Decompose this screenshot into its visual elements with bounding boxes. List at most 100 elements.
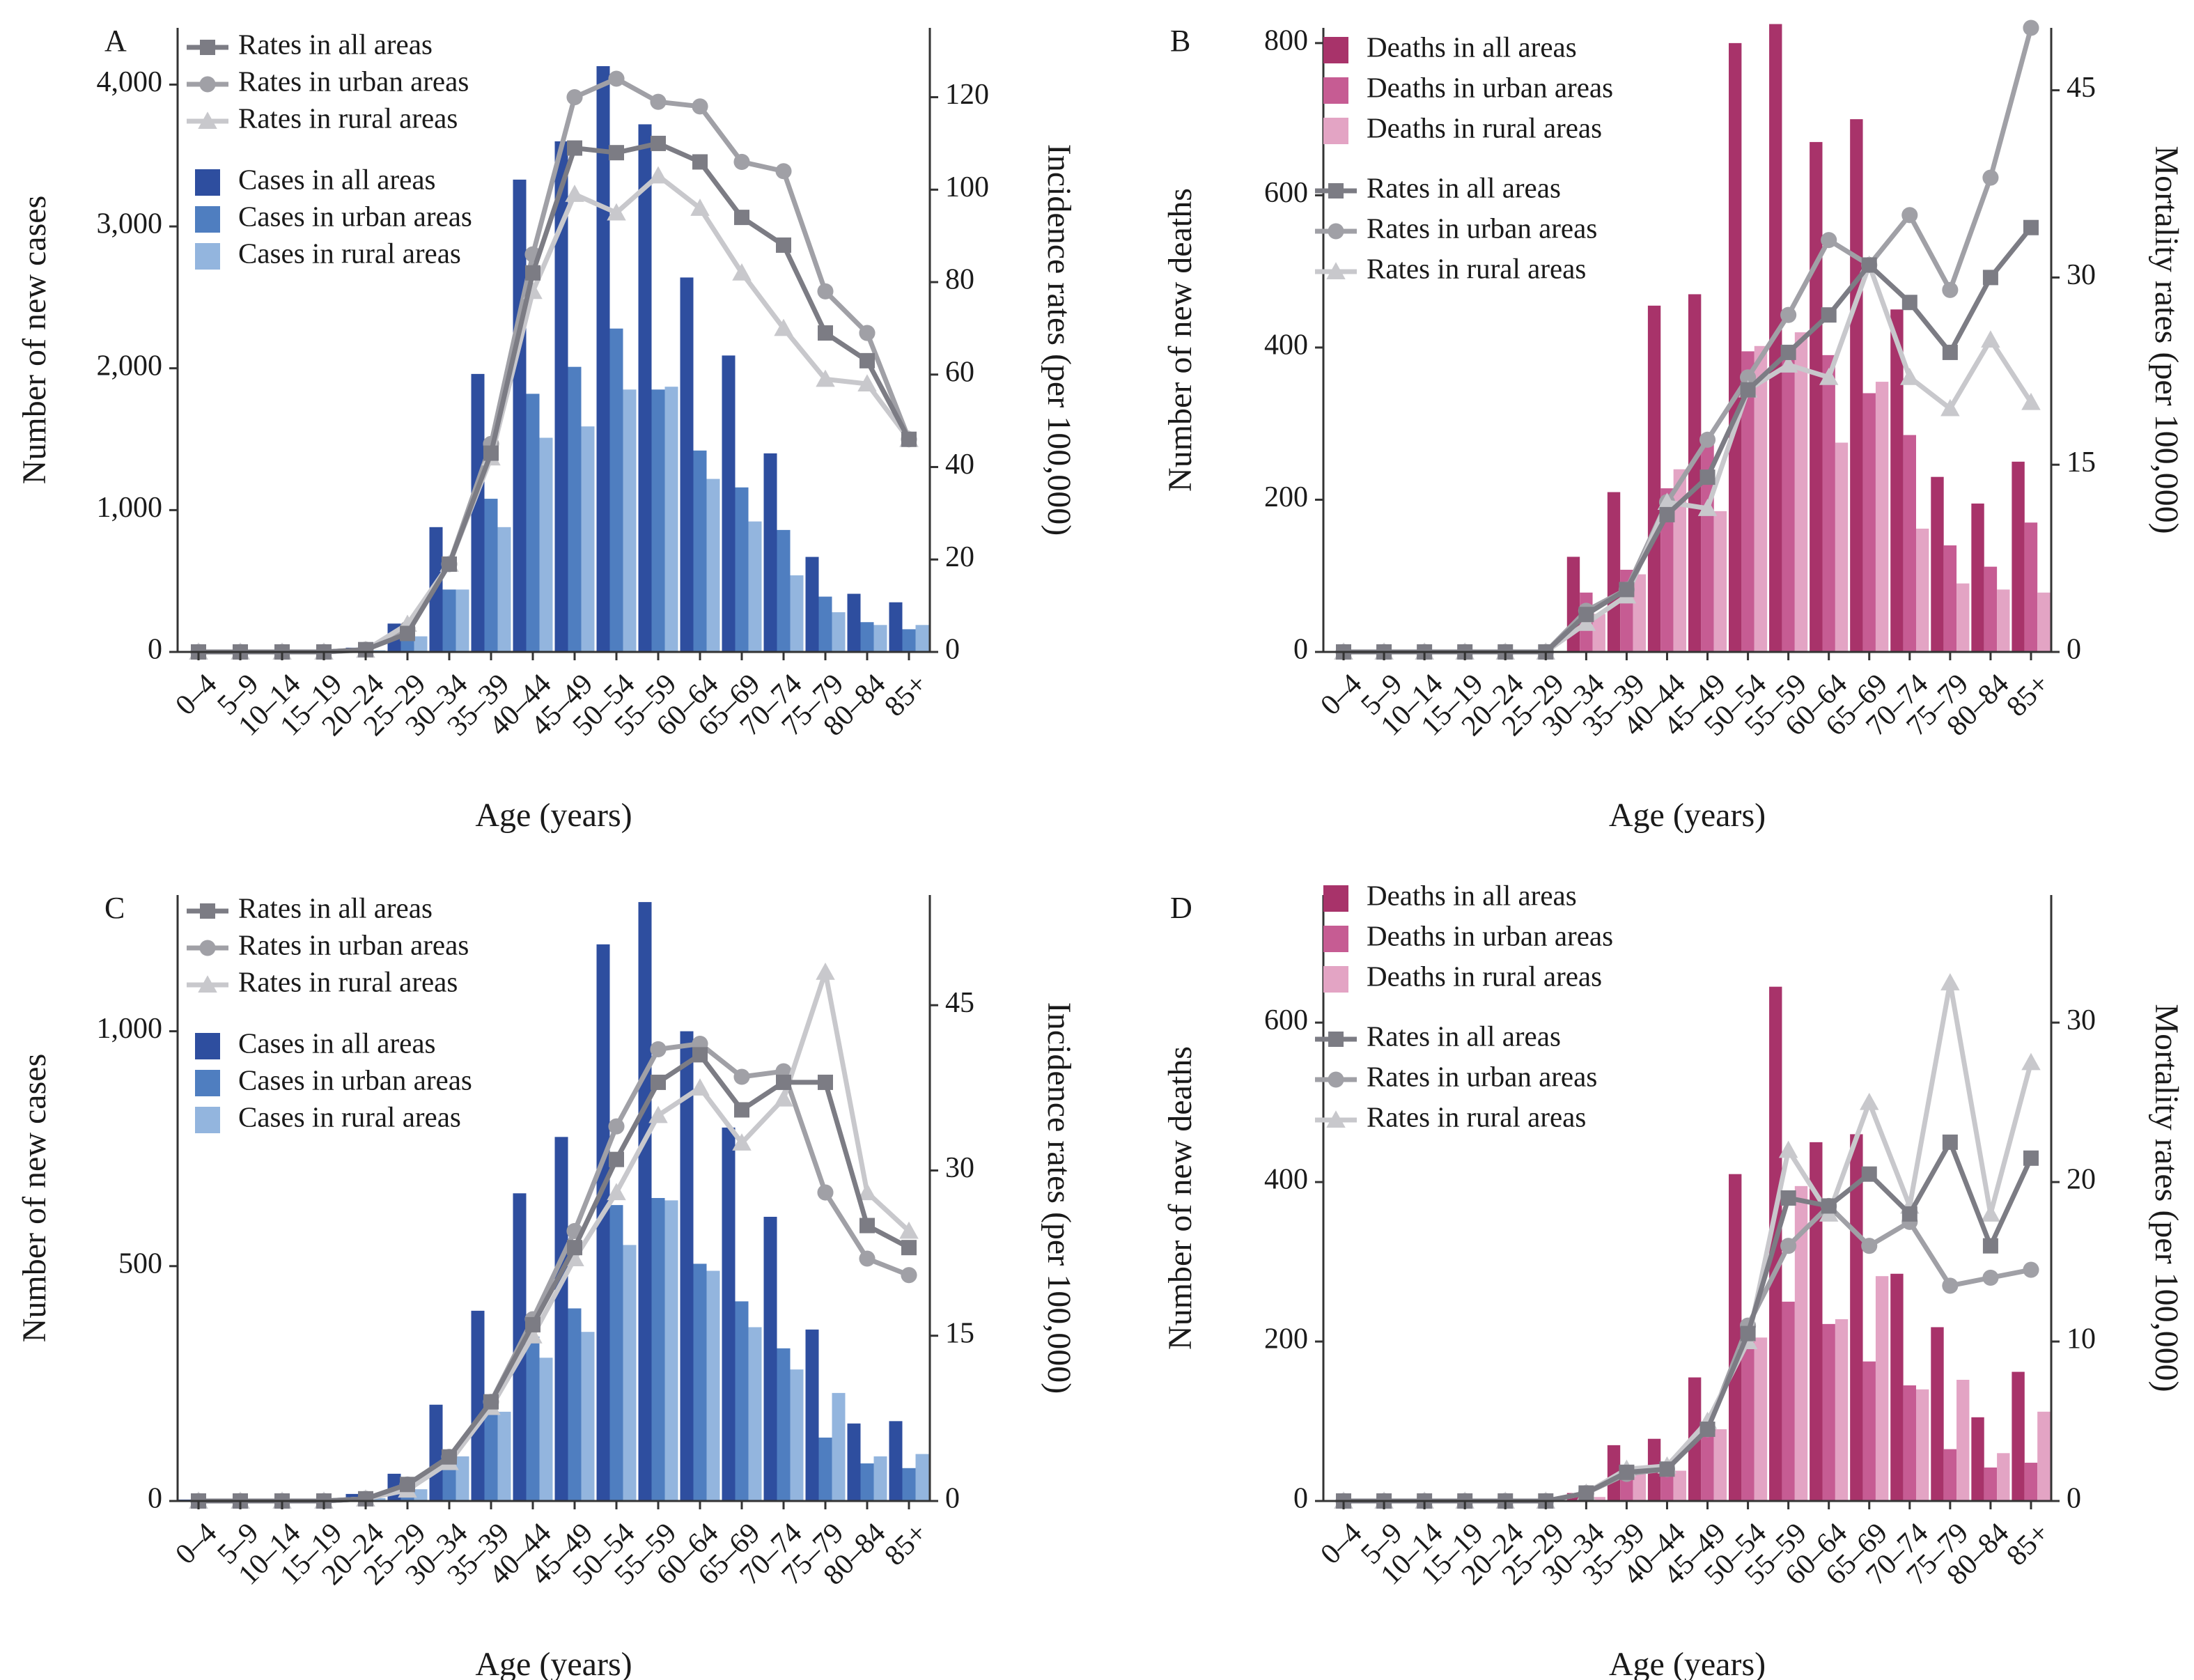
legend-label: Rates in all areas	[1367, 1020, 1561, 1052]
bar	[581, 1332, 595, 1501]
legend-label: Rates in urban areas	[1367, 212, 1597, 244]
point-marker	[692, 1047, 708, 1063]
legend-swatch	[195, 169, 220, 196]
legend-item: Cases in urban areas	[195, 200, 472, 233]
bar	[1875, 1276, 1889, 1501]
right-axis-title: Mortality rates (per 100,000)	[2148, 1004, 2185, 1392]
left-tick-label: 400	[1264, 329, 1308, 361]
right-tick-label: 45	[2067, 72, 2096, 104]
point-marker	[1982, 1269, 1999, 1286]
right-tick-label: 30	[945, 1152, 974, 1184]
bar	[623, 389, 637, 652]
legend-label: Rates in urban areas	[1367, 1060, 1597, 1092]
point-marker	[1699, 431, 1716, 448]
legend-item: Rates in urban areas	[187, 928, 469, 960]
point-marker	[442, 1449, 457, 1465]
panel-letter: C	[104, 891, 125, 925]
bar	[722, 355, 736, 652]
point-marker	[690, 199, 710, 216]
bar	[568, 366, 582, 652]
point-marker	[1780, 344, 1796, 360]
legend-label: Cases in urban areas	[238, 200, 472, 232]
bar	[497, 527, 511, 652]
legend-marker	[198, 975, 217, 993]
bar	[915, 1454, 929, 1501]
legend-item: Cases in rural areas	[195, 1100, 461, 1133]
point-marker	[608, 1118, 625, 1135]
panel-letter: A	[104, 24, 127, 58]
legend-item: Deaths in urban areas	[1323, 71, 1613, 104]
panel-b: B020040060080001530450–45–910–1415–1920–…	[1162, 20, 2185, 834]
x-axis-title: Age (years)	[1609, 1646, 1766, 1680]
panel-letter: B	[1170, 24, 1190, 58]
bar	[2024, 1463, 2038, 1501]
bar	[1810, 1142, 1823, 1501]
point-marker	[733, 153, 750, 171]
bar	[680, 1031, 694, 1501]
point-marker	[400, 1477, 415, 1493]
point-marker	[776, 1074, 791, 1090]
legend-item: Rates in all areas	[1315, 1020, 1561, 1052]
legend-marker	[1328, 1071, 1344, 1088]
panel-d: D020040060001020300–45–910–1415–1920–242…	[1162, 879, 2185, 1680]
legend-item: Rates in rural areas	[1315, 252, 1586, 284]
point-marker	[859, 1218, 875, 1234]
point-marker	[1659, 506, 1675, 522]
point-marker	[1942, 344, 1958, 360]
legend-item: Rates in rural areas	[187, 965, 458, 997]
bar	[596, 944, 610, 1501]
legend-swatch	[1323, 966, 1348, 993]
left-tick-label: 500	[118, 1247, 162, 1280]
bar	[1931, 476, 1944, 652]
point-marker	[648, 1105, 668, 1123]
bar	[664, 387, 678, 652]
bar	[2012, 461, 2025, 652]
bar	[680, 277, 694, 652]
point-marker	[1821, 307, 1837, 323]
bar	[1997, 1453, 2010, 1501]
point-marker	[732, 263, 752, 281]
point-marker	[690, 1078, 710, 1096]
point-marker	[692, 154, 708, 170]
bar	[429, 1404, 443, 1501]
right-tick-label: 80	[945, 264, 974, 296]
legend-label: Rates in urban areas	[238, 65, 469, 97]
point-marker	[1940, 973, 1960, 990]
bar	[873, 1456, 887, 1501]
bar	[1984, 1467, 1998, 1501]
left-tick-label: 400	[1264, 1164, 1308, 1196]
point-marker	[859, 1250, 876, 1267]
point-marker	[609, 145, 624, 161]
legend-item: Deaths in all areas	[1323, 879, 1577, 912]
bar	[471, 373, 485, 652]
bar	[706, 479, 720, 652]
bar	[847, 1423, 861, 1501]
bar	[1729, 42, 1742, 653]
bar	[1754, 345, 1768, 652]
legend-swatch	[1323, 926, 1348, 952]
point-marker	[817, 1184, 834, 1201]
left-tick-label: 600	[1264, 1004, 1308, 1036]
bar	[889, 1421, 903, 1501]
point-marker	[607, 1183, 626, 1201]
point-marker	[901, 431, 917, 447]
bar	[2012, 1371, 2025, 1501]
bar	[596, 65, 610, 653]
point-marker	[732, 1133, 752, 1151]
bar	[1713, 511, 1727, 652]
point-marker	[1780, 306, 1797, 323]
legend-item: Rates in all areas	[1315, 171, 1561, 203]
left-tick-label: 2,000	[97, 350, 163, 382]
point-marker	[2023, 20, 2039, 36]
point-marker	[400, 625, 415, 641]
legend-swatch	[1323, 37, 1348, 63]
bar	[902, 1468, 916, 1501]
bar	[609, 328, 623, 652]
legend-label: Rates in all areas	[238, 892, 433, 924]
legend-marker	[1326, 1110, 1346, 1128]
legend-swatch	[1323, 885, 1348, 912]
bar	[1931, 1327, 1944, 1501]
right-tick-label: 30	[2067, 259, 2096, 291]
bar	[735, 1301, 749, 1501]
point-marker	[1942, 1134, 1958, 1150]
